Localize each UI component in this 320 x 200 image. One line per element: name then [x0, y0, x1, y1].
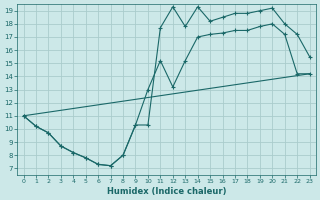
X-axis label: Humidex (Indice chaleur): Humidex (Indice chaleur): [107, 187, 226, 196]
